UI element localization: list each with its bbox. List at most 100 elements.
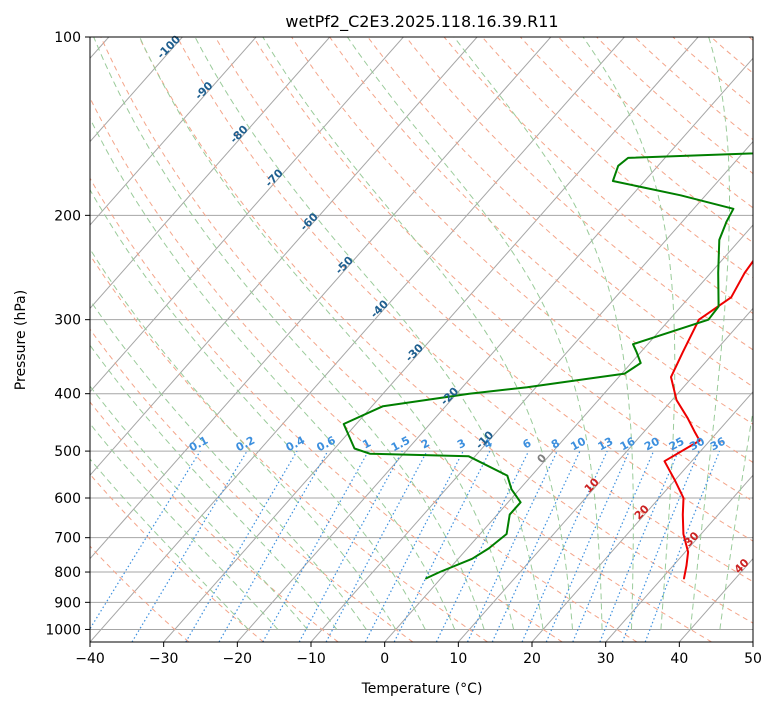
dry-adiabat-label: -20 — [438, 385, 461, 408]
dry-adiabat-label: -60 — [298, 210, 321, 233]
mixing-ratio-line — [185, 450, 298, 642]
sounding-lines — [342, 152, 753, 580]
mixing-ratio-line — [298, 450, 403, 642]
y-tick-label: 300 — [54, 313, 81, 329]
moist-adiabat-line — [582, 37, 676, 630]
mixing-ratio-line — [644, 450, 721, 642]
dry-adiabat-label: 30 — [682, 529, 702, 549]
mixing-ratio-label: 3 — [455, 436, 468, 451]
moist-adiabat-line — [90, 422, 279, 630]
dry-adiabat-line — [405, 37, 753, 351]
mixing-ratio-label: 30 — [687, 435, 707, 454]
dry-adiabat-line — [100, 37, 712, 642]
mixing-ratio-line — [262, 450, 369, 642]
isotherm-line — [163, 37, 699, 642]
y-tick-label: 600 — [54, 491, 81, 507]
isotherm-line — [605, 474, 753, 642]
mixing-ratio-line — [572, 450, 655, 642]
mixing-ratio-line — [545, 450, 630, 642]
isotherm-line — [236, 57, 753, 642]
mixing-ratio-label: 36 — [708, 435, 728, 454]
mixing-ratio-line — [491, 450, 581, 642]
mixing-ratio-label: 2 — [419, 436, 432, 451]
isotherm-line — [678, 557, 753, 642]
isotherm-line — [384, 224, 753, 642]
y-tick-label: 100 — [54, 30, 81, 46]
dry-adiabat-line — [90, 177, 563, 642]
dry-adiabat-line — [367, 37, 753, 388]
dry-adiabat-line — [138, 37, 753, 624]
moist-adiabat-line — [262, 37, 574, 630]
dry-adiabat-line — [90, 328, 414, 642]
isotherm-line — [90, 37, 404, 393]
mixing-ratio-label: 25 — [667, 435, 687, 454]
mixing-ratio-label: 10 — [568, 435, 588, 454]
temperature-line — [663, 259, 753, 580]
mixing-ratio-line — [218, 450, 329, 642]
moist-adiabat-line — [90, 248, 397, 630]
x-tick-label: 10 — [449, 651, 467, 667]
isotherm-line — [90, 37, 552, 560]
dry-adiabat-line — [710, 37, 753, 74]
isotherm-line — [90, 37, 183, 143]
moist-adiabat-line — [90, 299, 367, 630]
dry-adiabat-line — [443, 37, 753, 315]
moist-adiabat-line — [719, 408, 753, 630]
dry-adiabat-label: -90 — [192, 79, 215, 102]
background-lines — [90, 37, 753, 642]
dry-adiabat-line — [481, 37, 753, 279]
x-tick-label: −40 — [75, 651, 105, 667]
dry-adiabat-line — [90, 96, 638, 642]
moist-adiabat-line — [90, 344, 338, 630]
moist-adiabat-line — [90, 385, 308, 630]
moist-adiabat-line — [90, 117, 456, 630]
isotherm-line — [752, 641, 753, 642]
moist-adiabat-line — [346, 37, 603, 630]
dry-adiabat-line — [329, 37, 753, 425]
moist-adiabat-line — [139, 37, 515, 630]
isotherm-line — [90, 37, 257, 226]
moist-adiabat-line — [453, 37, 634, 630]
mixing-ratio-line — [435, 450, 530, 642]
plot-frame — [89, 36, 754, 643]
x-tick-label: −20 — [223, 651, 253, 667]
y-tick-label: 400 — [54, 387, 81, 403]
isotherm-line — [457, 307, 753, 642]
x-tick-label: 30 — [597, 651, 615, 667]
x-tick-label: −10 — [296, 651, 326, 667]
dry-adiabat-label: -40 — [368, 297, 391, 320]
dry-adiabat-line — [253, 37, 753, 502]
mixing-ratio-line — [599, 450, 679, 642]
y-tick-label: 700 — [54, 531, 81, 547]
mixing-ratio-line — [521, 450, 608, 642]
moist-adiabat-line — [90, 458, 249, 630]
axis-ticks: −40 −30 −20 −10 0 10 20 30 40 50 100 200 300 400 500 60… — [45, 30, 762, 667]
isotherm-line — [310, 140, 753, 642]
dry-adiabat-label: -70 — [263, 166, 286, 189]
dry-adiabat-line — [558, 37, 753, 209]
x-axis-title: Temperature (°C) — [361, 681, 483, 697]
x-tick-label: 0 — [380, 651, 389, 667]
moist-adiabat-line — [93, 37, 485, 630]
mixing-ratio-line — [131, 450, 248, 642]
dewpoint-line — [342, 152, 753, 580]
dry-adiabat-line — [634, 37, 753, 141]
moist-adiabat-line — [90, 188, 426, 630]
isotherm-line — [90, 37, 331, 310]
dry-adiabat-label: 10 — [582, 475, 602, 495]
mixing-ratio-label: 6 — [521, 436, 534, 451]
mixing-ratio-line — [90, 450, 201, 630]
dry-adiabat-label: 40 — [732, 556, 752, 576]
dry-adiabat-line — [176, 37, 753, 583]
x-tick-label: 40 — [670, 651, 688, 667]
moist-adiabat-line — [194, 37, 544, 630]
x-tick-label: 50 — [744, 651, 762, 667]
y-axis-title: Pressure (hPa) — [13, 290, 29, 390]
dry-adiabat-line — [90, 473, 264, 642]
moist-adiabat-line — [689, 37, 730, 630]
chart-title: wetPf2_C2E3.2025.118.16.39.R11 — [285, 12, 558, 32]
y-tick-label: 900 — [54, 595, 81, 611]
y-tick-label: 200 — [54, 208, 81, 224]
